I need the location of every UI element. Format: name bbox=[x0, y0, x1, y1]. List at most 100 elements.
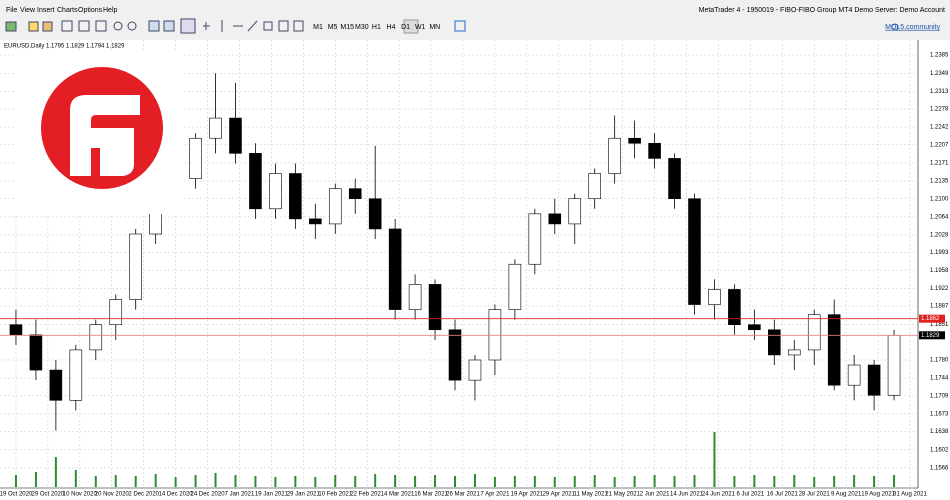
y-tick-label: 1.1851 bbox=[930, 322, 949, 328]
toolbar-bg bbox=[0, 0, 950, 40]
candle-body bbox=[768, 329, 781, 356]
candle-body bbox=[348, 188, 362, 200]
volume-bar bbox=[174, 477, 177, 487]
volume-bar bbox=[833, 476, 836, 487]
candle-body bbox=[249, 153, 262, 210]
menu-options[interactable]: Options bbox=[78, 7, 103, 14]
menu-insert[interactable]: Insert bbox=[37, 7, 55, 14]
candle-body bbox=[129, 233, 142, 300]
x-tick-label: 28 Jul 2021 bbox=[799, 492, 831, 498]
x-tick-label: 14 Dec 2020 bbox=[159, 492, 194, 498]
x-tick-label: 10 Nov 2020 bbox=[63, 492, 98, 498]
volume-bar bbox=[74, 470, 77, 487]
volume-bar bbox=[114, 475, 117, 487]
volume-bar bbox=[753, 475, 756, 487]
window-title: MetaTrader 4 - 1950019 - FIBO-FIBO Group… bbox=[699, 7, 945, 14]
volume-bar bbox=[633, 476, 636, 487]
timeframe-button[interactable]: W1 bbox=[415, 24, 426, 31]
volume-bar bbox=[513, 476, 516, 487]
timeframe-button[interactable]: M1 bbox=[313, 24, 323, 31]
timeframe-button[interactable]: M30 bbox=[355, 24, 369, 31]
y-tick-label: 1.2242 bbox=[930, 125, 949, 131]
timeframe-button[interactable]: H4 bbox=[387, 24, 396, 31]
candle-body bbox=[508, 263, 522, 310]
candle-body bbox=[728, 289, 741, 326]
x-tick-label: 29 Oct 2020 bbox=[32, 492, 65, 498]
broker-logo bbox=[14, 52, 182, 214]
volume-bar bbox=[214, 473, 217, 487]
price-label-box bbox=[919, 331, 945, 340]
x-tick-label: 11 May 2021 bbox=[574, 492, 609, 498]
candle-body bbox=[748, 324, 761, 331]
candle-body bbox=[9, 324, 23, 336]
y-tick-label: 1.1566 bbox=[930, 465, 949, 471]
price-label: 1.1829 bbox=[921, 333, 940, 339]
menu-help[interactable]: Help bbox=[103, 7, 118, 14]
y-tick-label: 1.1780 bbox=[930, 358, 949, 364]
volume-bar bbox=[733, 476, 736, 487]
volume-bar bbox=[773, 476, 776, 487]
volume-bar bbox=[194, 475, 197, 487]
candle-body bbox=[289, 173, 302, 220]
volume-bar bbox=[414, 476, 417, 487]
menu-file[interactable]: File bbox=[6, 7, 17, 14]
timeframe-button[interactable]: H1 bbox=[372, 24, 381, 31]
x-tick-label: 24 Jun 2021 bbox=[702, 492, 736, 498]
volume-bar bbox=[454, 476, 457, 487]
menu-view[interactable]: View bbox=[20, 7, 36, 14]
candle-body bbox=[189, 137, 202, 179]
volume-bar bbox=[254, 476, 257, 487]
x-tick-label: 14 Jun 2021 bbox=[670, 492, 704, 498]
candle-body bbox=[29, 334, 43, 371]
community-link[interactable]: MQL5.community bbox=[885, 24, 940, 31]
volume-bar bbox=[493, 477, 496, 487]
menu-charts[interactable]: Charts bbox=[57, 7, 78, 14]
volume-bar bbox=[573, 476, 576, 487]
y-tick-label: 1.2349 bbox=[930, 71, 949, 77]
timeframe-button[interactable]: M5 bbox=[328, 24, 338, 31]
y-tick-label: 1.2171 bbox=[930, 161, 949, 167]
volume-bar bbox=[14, 475, 17, 487]
price-label-box bbox=[919, 314, 945, 323]
volume-bar bbox=[873, 476, 876, 487]
candle-body bbox=[628, 137, 641, 144]
volume-bar bbox=[813, 477, 816, 487]
toolbar-icons[interactable] bbox=[5, 18, 899, 34]
candle-body bbox=[867, 364, 881, 396]
candle-body bbox=[668, 158, 681, 200]
candle-body bbox=[109, 299, 123, 326]
volume-bar bbox=[354, 476, 357, 487]
volume-bar bbox=[394, 475, 397, 487]
x-tick-label: 21 May 2021 bbox=[605, 492, 640, 498]
x-tick-label: 2 Dec 2020 bbox=[128, 492, 159, 498]
volume-bar bbox=[473, 474, 476, 487]
x-tick-label: 19 Apr 2021 bbox=[511, 492, 544, 498]
y-tick-label: 1.1709 bbox=[930, 393, 949, 399]
y-tick-label: 1.2207 bbox=[930, 142, 949, 148]
y-tick-label: 1.1744 bbox=[930, 376, 949, 382]
timeframe-button[interactable]: M15 bbox=[340, 24, 354, 31]
candle-body bbox=[468, 359, 482, 381]
x-tick-label: 7 Jan 2021 bbox=[225, 492, 255, 498]
x-tick-label: 16 Jul 2021 bbox=[767, 492, 799, 498]
timeframe-button[interactable]: MN bbox=[429, 24, 440, 31]
timeframe-button[interactable]: D1 bbox=[401, 24, 410, 31]
y-tick-label: 1.2135 bbox=[930, 179, 949, 185]
volume-bar bbox=[134, 476, 137, 487]
candle-body bbox=[448, 329, 462, 381]
x-tick-label: 22 Feb 2021 bbox=[350, 492, 384, 498]
x-tick-label: 6 Jul 2021 bbox=[737, 492, 765, 498]
volume-bar bbox=[793, 475, 796, 487]
candle-body bbox=[428, 284, 442, 331]
candle-body bbox=[548, 213, 562, 225]
volume-bar bbox=[553, 477, 556, 487]
x-tick-label: 31 Aug 2021 bbox=[893, 492, 927, 498]
candle-body bbox=[608, 137, 621, 174]
x-tick-label: 10 Feb 2021 bbox=[318, 492, 352, 498]
x-tick-label: 29 Jan 2021 bbox=[287, 492, 321, 498]
volume-bar bbox=[314, 477, 317, 487]
x-tick-label: 20 Nov 2020 bbox=[95, 492, 130, 498]
candle-body bbox=[807, 314, 821, 351]
candle-body bbox=[887, 334, 901, 396]
